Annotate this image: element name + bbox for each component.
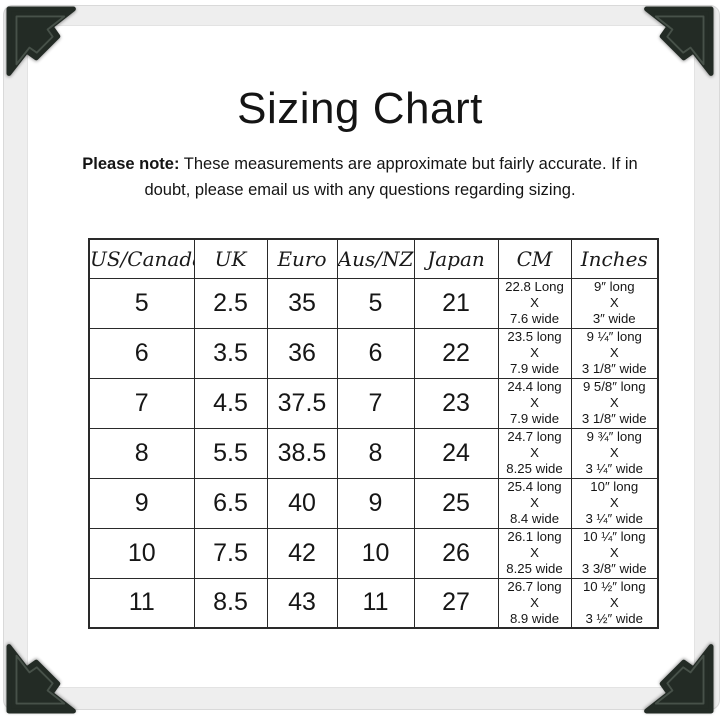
col-header-uk: UK (193, 238, 268, 279)
table-row: 5 2.5 35 5 21 22.8 Long X 7.6 wide 9″ lo… (88, 277, 659, 329)
cell-uk: 4.5 (193, 377, 268, 429)
cell-uk: 3.5 (193, 327, 268, 379)
cell-euro: 42 (266, 527, 338, 579)
cell-us: 10 (88, 527, 195, 579)
cell-cm: 24.7 long X 8.25 wide (497, 427, 572, 479)
header-row: US/Canada UK Euro Aus/NZ Japan CM Inches (88, 238, 659, 279)
photo-corner-bottom-left-icon (6, 644, 76, 714)
cell-aus-nz: 9 (336, 477, 415, 529)
cell-japan: 21 (413, 277, 499, 329)
cell-aus-nz: 6 (336, 327, 415, 379)
cell-us: 8 (88, 427, 195, 479)
photo-corner-bottom-right-icon (644, 644, 714, 714)
table-row: 6 3.5 36 6 22 23.5 long X 7.9 wide 9 ¼″ … (88, 327, 659, 379)
cell-us: 11 (88, 577, 195, 629)
cell-cm: 25.4 long X 8.4 wide (497, 477, 572, 529)
cell-aus-nz: 7 (336, 377, 415, 429)
cell-us: 6 (88, 327, 195, 379)
col-header-cm: CM (497, 238, 572, 279)
cell-cm: 26.7 long X 8.9 wide (497, 577, 572, 629)
cell-cm: 22.8 Long X 7.6 wide (497, 277, 572, 329)
col-header-euro: Euro (266, 238, 338, 279)
cell-japan: 22 (413, 327, 499, 379)
table-row: 9 6.5 40 9 25 25.4 long X 8.4 wide 10″ l… (88, 477, 659, 529)
cell-uk: 7.5 (193, 527, 268, 579)
cell-us: 9 (88, 477, 195, 529)
note-lead: Please note: (82, 155, 180, 173)
cell-aus-nz: 8 (336, 427, 415, 479)
table-row: 10 7.5 42 10 26 26.1 long X 8.25 wide 10… (88, 527, 659, 579)
table-row: 8 5.5 38.5 8 24 24.7 long X 8.25 wide 9 … (88, 427, 659, 479)
note-text: Please note: These measurements are appr… (0, 151, 720, 204)
cell-euro: 43 (266, 577, 338, 629)
cell-aus-nz: 5 (336, 277, 415, 329)
cell-japan: 26 (413, 527, 499, 579)
cell-cm: 23.5 long X 7.9 wide (497, 327, 572, 379)
cell-cm: 24.4 long X 7.9 wide (497, 377, 572, 429)
cell-cm: 26.1 long X 8.25 wide (497, 527, 572, 579)
page-title: Sizing Chart (237, 84, 483, 133)
note-line-1-rest: These measurements are approximate but f… (179, 155, 638, 173)
note-line-2: doubt, please email us with any question… (144, 181, 576, 200)
cell-euro: 35 (266, 277, 338, 329)
cell-aus-nz: 10 (336, 527, 415, 579)
col-header-aus-nz: Aus/NZ (336, 238, 415, 279)
table-row: 7 4.5 37.5 7 23 24.4 long X 7.9 wide 9 5… (88, 377, 659, 429)
cell-us: 5 (88, 277, 195, 329)
col-header-japan: Japan (413, 238, 499, 279)
cell-us: 7 (88, 377, 195, 429)
cell-uk: 5.5 (193, 427, 268, 479)
cell-japan: 24 (413, 427, 499, 479)
table-row: 11 8.5 43 11 27 26.7 long X 8.9 wide 10 … (88, 577, 659, 629)
cell-uk: 8.5 (193, 577, 268, 629)
photo-corner-top-left-icon (6, 6, 76, 76)
cell-inches: 9 ¾″ long X 3 ¼″ wide (570, 427, 659, 479)
cell-euro: 36 (266, 327, 338, 379)
cell-aus-nz: 11 (336, 577, 415, 629)
cell-inches: 10 ½″ long X 3 ½″ wide (570, 577, 659, 629)
cell-japan: 25 (413, 477, 499, 529)
col-header-inches: Inches (570, 238, 659, 279)
size-conversion-table: US/Canada UK Euro Aus/NZ Japan CM Inches… (88, 238, 659, 629)
cell-euro: 40 (266, 477, 338, 529)
cell-inches: 9 ¼″ long X 3 1/8″ wide (570, 327, 659, 379)
cell-inches: 9 5/8″ long X 3 1/8″ wide (570, 377, 659, 429)
cell-uk: 2.5 (193, 277, 268, 329)
cell-uk: 6.5 (193, 477, 268, 529)
cell-japan: 27 (413, 577, 499, 629)
col-header-us-canada: US/Canada (88, 238, 195, 279)
cell-inches: 10″ long X 3 ¼″ wide (570, 477, 659, 529)
cell-japan: 23 (413, 377, 499, 429)
cell-euro: 38.5 (266, 427, 338, 479)
note-line-1: Please note: These measurements are appr… (0, 151, 720, 177)
cell-euro: 37.5 (266, 377, 338, 429)
cell-inches: 10 ¼″ long X 3 3/8″ wide (570, 527, 659, 579)
photo-corner-top-right-icon (644, 6, 714, 76)
cell-inches: 9″ long X 3″ wide (570, 277, 659, 329)
